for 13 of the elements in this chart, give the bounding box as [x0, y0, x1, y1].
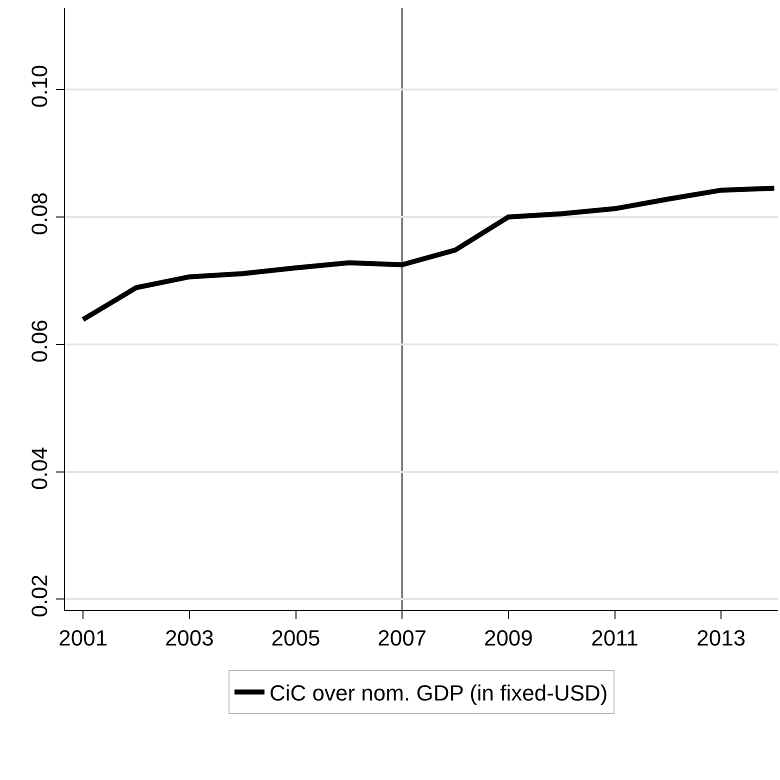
x-tick-label: 2009: [484, 625, 533, 650]
y-tick-label: 0.04: [27, 447, 52, 490]
x-tick-label: 2005: [271, 625, 320, 650]
y-tick-label: 0.06: [27, 320, 52, 362]
x-tick-label: 2003: [164, 625, 214, 650]
y-tick-label: 0.08: [27, 192, 52, 236]
x-tick-label: 2013: [696, 625, 746, 650]
y-tick-label: 0.10: [27, 64, 52, 108]
x-tick-label: 2001: [58, 625, 108, 650]
y-tick-label: 0.02: [27, 574, 52, 618]
legend-label: CiC over nom. GDP (in fixed-USD): [270, 680, 608, 706]
x-tick-label: 2007: [378, 625, 427, 650]
x-tick-label: 2011: [591, 625, 638, 650]
